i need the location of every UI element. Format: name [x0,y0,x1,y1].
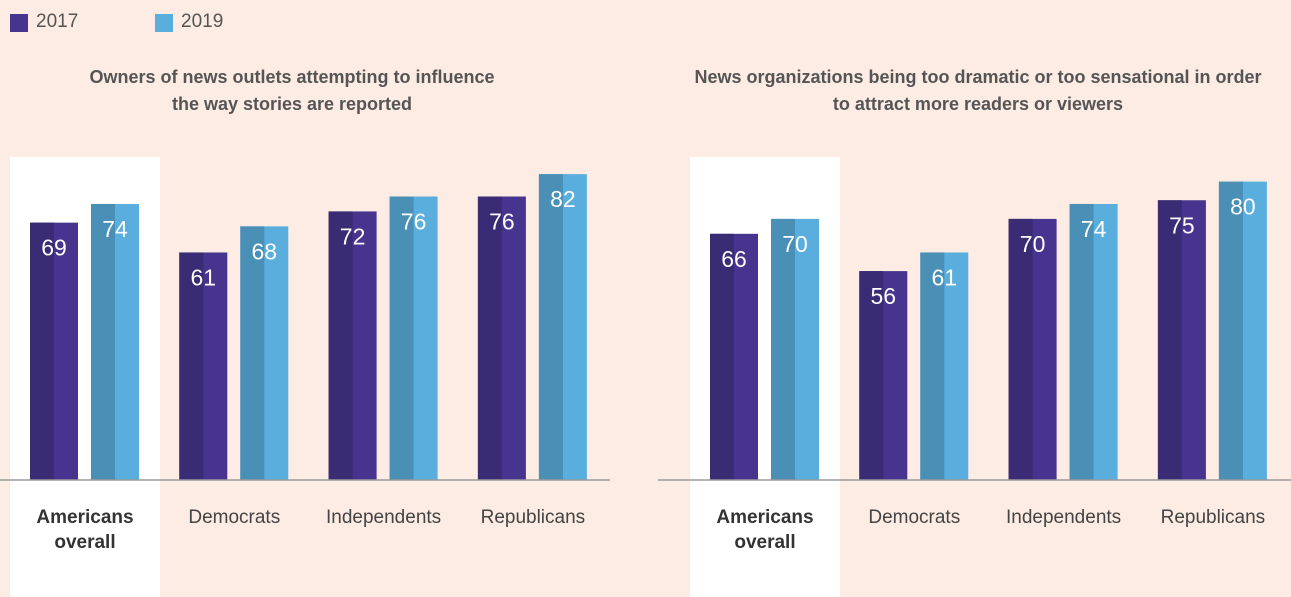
bar-shade [710,233,734,480]
chart-title: Owners of news outlets attempting to inf… [89,67,495,114]
value-label: 72 [340,223,366,249]
bar-shade [1008,218,1033,480]
bar-shade [328,211,353,480]
value-label: 82 [550,186,576,212]
value-label: 74 [1081,216,1107,242]
x-tick-label: Americans overall [36,507,134,553]
value-label: 61 [932,264,958,290]
bar-shade [179,252,204,480]
x-tick-label: Republicans [480,507,586,528]
x-tick-label: Independents [326,507,442,528]
value-label: 76 [489,209,515,235]
chart-title: News organizations being too dramatic or… [694,67,1262,114]
value-label: 74 [102,216,128,242]
bar-shade [30,222,54,480]
bar-shade [91,203,115,481]
bar-shade [920,252,945,480]
bar-shade [1157,200,1182,480]
bar-shade [477,196,502,480]
value-label: 66 [721,246,747,272]
value-label: 80 [1230,194,1256,220]
bar-shade [859,271,884,480]
x-tick-label: Democrats [188,507,281,528]
bar-shade [538,174,563,480]
bar-shade [1069,203,1094,481]
value-label: 56 [871,283,897,309]
bar-shade [240,226,265,480]
legend-swatch [10,14,28,32]
x-tick-label: Republicans [1160,507,1266,528]
legend-swatch [155,14,173,32]
x-tick-label: Democrats [868,507,961,528]
x-tick-label: Independents [1006,507,1122,528]
value-label: 76 [401,209,427,235]
value-label: 68 [252,238,278,264]
bar-shade [1218,181,1243,480]
x-tick-label: Americans overall [716,507,814,553]
value-label: 69 [41,235,67,261]
bar-shade [389,196,414,480]
bar-shade [771,218,795,480]
legend-label: 2019 [181,11,224,32]
value-label: 61 [191,264,217,290]
value-label: 70 [782,231,808,257]
legend-label: 2017 [36,11,79,32]
value-label: 70 [1020,231,1046,257]
value-label: 75 [1169,212,1195,238]
